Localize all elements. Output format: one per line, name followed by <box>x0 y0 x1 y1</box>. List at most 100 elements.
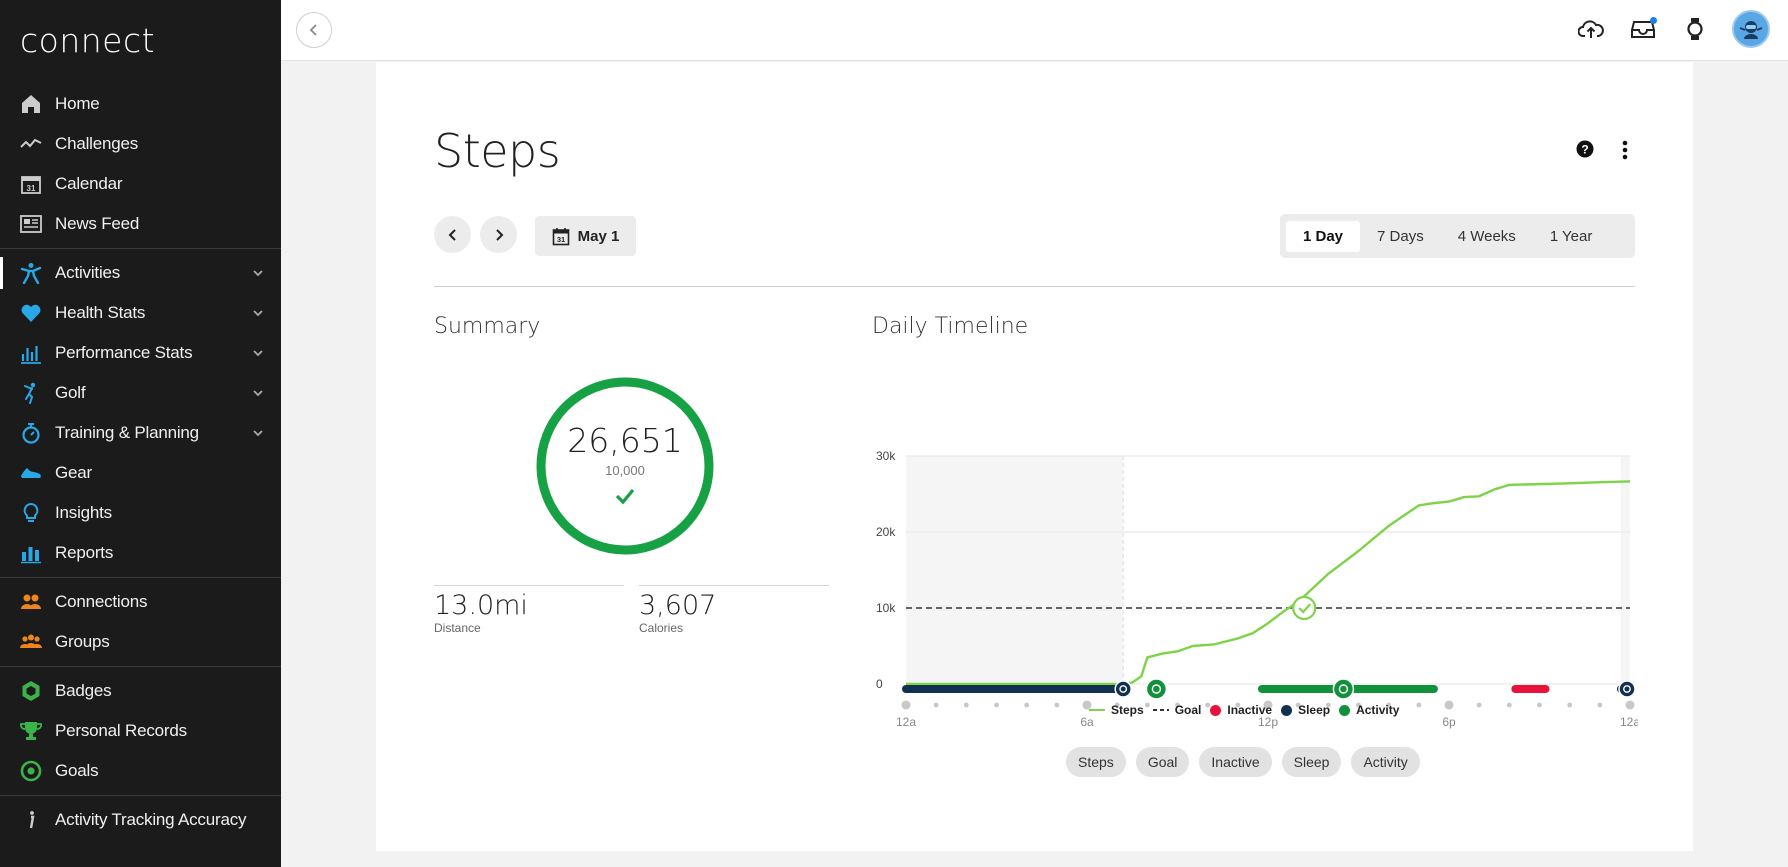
sidebar-item-news-feed[interactable]: News Feed <box>0 204 281 244</box>
hour-dot <box>1175 702 1180 708</box>
hour-dot <box>1235 702 1241 708</box>
sidebar-item-label: Performance Stats <box>55 343 193 362</box>
activity-marker-glyph <box>1338 684 1349 694</box>
sidebar-item-performance-stats[interactable]: Performance Stats <box>0 333 281 373</box>
distance-value: 13.0mi <box>434 590 528 621</box>
reports-icon <box>20 542 42 564</box>
sidebar-item-connections[interactable]: Connections <box>0 582 281 622</box>
hour-dot <box>933 702 939 708</box>
sidebar-item-activities[interactable]: Activities <box>0 253 281 293</box>
sidebar-item-label: Golf <box>55 383 86 402</box>
hour-dot <box>1356 702 1361 708</box>
filter-chip-goal[interactable]: Goal <box>1135 747 1190 777</box>
sidebar-item-golf[interactable]: Golf <box>0 373 281 413</box>
chevron-right-icon <box>495 228 503 241</box>
steps-ring: 26,651 10,000 <box>534 375 716 557</box>
hour-dot <box>901 700 911 710</box>
sidebar: connect Home Challenges 31 Calendar News Fee… <box>0 0 281 867</box>
chevron-down-icon[interactable] <box>251 346 265 360</box>
sidebar-item-groups[interactable]: Groups <box>0 622 281 662</box>
hour-dot <box>1114 702 1120 708</box>
steps-progress-ring <box>536 377 714 555</box>
groups-icon <box>20 631 42 653</box>
sidebar-item-reports[interactable]: Reports <box>0 533 281 573</box>
legend-marker <box>1089 707 1105 713</box>
sidebar-item-insights[interactable]: Insights <box>0 493 281 533</box>
hour-dot <box>1024 702 1030 708</box>
chevron-down-icon[interactable] <box>251 426 265 440</box>
date-picker-button[interactable]: 31 May 1 <box>535 216 636 256</box>
x-tick-label: 12a <box>1620 715 1638 729</box>
daily-timeline-chart[interactable]: 0 10k 20k 30k 12a 6a 12p 6p 12a <box>868 372 1638 752</box>
device-button[interactable] <box>1680 14 1710 44</box>
sidebar-item-label: Insights <box>55 503 112 522</box>
sidebar-item-activity-tracking-accuracy[interactable]: Activity Tracking Accuracy <box>0 800 281 840</box>
more-options-button[interactable] <box>1621 140 1629 165</box>
range-tab-1-day[interactable]: 1 Day <box>1286 220 1361 252</box>
brand-logo[interactable]: connect <box>0 0 281 80</box>
svg-text:31: 31 <box>27 184 36 193</box>
next-day-button[interactable] <box>480 216 517 253</box>
x-tick-label: 12a <box>896 715 916 729</box>
sidebar-item-label: Goals <box>55 761 99 780</box>
filter-chip-inactive[interactable]: Inactive <box>1199 747 1272 777</box>
filter-chip-sleep[interactable]: Sleep <box>1281 747 1342 777</box>
legend-marker <box>1152 707 1169 713</box>
badge-icon <box>20 680 42 702</box>
range-tab-1-year[interactable]: 1 Year <box>1549 227 1593 245</box>
y-tick-label: 10k <box>876 601 896 615</box>
sidebar-item-health-stats[interactable]: Health Stats <box>0 293 281 333</box>
hour-dot <box>1325 702 1331 708</box>
upload-button[interactable] <box>1576 14 1606 44</box>
help-button[interactable]: ? <box>1576 140 1594 163</box>
range-tab-7-days[interactable]: 7 Days <box>1377 227 1424 245</box>
sidebar-item-goals[interactable]: Goals <box>0 751 281 791</box>
hour-dot <box>1386 702 1392 708</box>
news-feed-icon <box>20 213 42 235</box>
chevron-down-icon[interactable] <box>251 386 265 400</box>
challenges-icon <box>20 133 42 155</box>
legend-item-inactive: Inactive <box>1210 703 1272 717</box>
y-tick-label: 20k <box>876 525 896 539</box>
previous-day-button[interactable] <box>434 216 471 253</box>
page-title: Steps <box>434 124 561 178</box>
sidebar-group: Home Challenges 31 Calendar News Feed <box>0 80 281 249</box>
range-tab-4-weeks[interactable]: 4 Weeks <box>1457 227 1516 245</box>
avatar[interactable] <box>1732 10 1770 48</box>
brand-name: connect <box>20 20 156 60</box>
hour-dot <box>1416 702 1422 708</box>
filter-chip-steps[interactable]: Steps <box>1066 747 1126 777</box>
hour-dot <box>1205 702 1211 708</box>
stopwatch-icon <box>20 422 42 444</box>
sidebar-item-label: Training & Planning <box>55 423 199 442</box>
sidebar-item-label: Health Stats <box>55 303 146 322</box>
inbox-button[interactable] <box>1628 14 1658 44</box>
sidebar-item-challenges[interactable]: Challenges <box>0 124 281 164</box>
collapse-sidebar-button[interactable] <box>296 12 332 48</box>
heart-icon <box>20 302 42 324</box>
sidebar-item-personal-records[interactable]: Personal Records <box>0 711 281 751</box>
activities-icon <box>20 262 42 284</box>
sidebar-item-home[interactable]: Home <box>0 84 281 124</box>
x-tick-label: 6a <box>1080 715 1094 729</box>
sidebar-item-training-and-planning[interactable]: Training & Planning <box>0 413 281 453</box>
chevron-down-icon[interactable] <box>251 306 265 320</box>
goal-met-icon <box>614 487 636 510</box>
shoe-icon <box>20 462 42 484</box>
timeline-title: Daily Timeline <box>872 314 1029 339</box>
sidebar-item-label: Personal Records <box>55 721 187 740</box>
calories-stat: 3,607 Calories <box>639 585 829 635</box>
sleep-marker-glyph <box>1623 685 1631 693</box>
sidebar-item-gear[interactable]: Gear <box>0 453 281 493</box>
legend-label: Sleep <box>1298 703 1331 717</box>
lightbulb-icon <box>20 502 42 524</box>
calories-value: 3,607 <box>639 590 717 621</box>
hour-dot <box>1054 702 1060 708</box>
filter-chip-activity[interactable]: Activity <box>1351 747 1420 777</box>
sidebar-item-badges[interactable]: Badges <box>0 671 281 711</box>
legend-item-activity: Activity <box>1339 703 1399 717</box>
sleep-end-marker-glyph <box>1119 685 1128 693</box>
sidebar-item-calendar[interactable]: 31 Calendar <box>0 164 281 204</box>
chevron-down-icon[interactable] <box>251 266 265 280</box>
chevron-left-icon <box>309 24 317 36</box>
